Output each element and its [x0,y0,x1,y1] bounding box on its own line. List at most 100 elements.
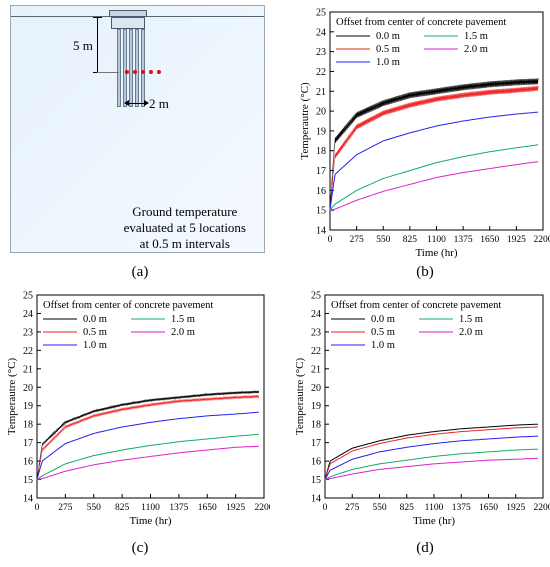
y-tick-label: 15 [316,206,326,217]
x-tick-label: 0 [35,503,40,513]
depth-dimension-tick [93,17,102,18]
x-tick-label: 825 [403,235,418,245]
depth-label: 5 m [73,38,93,53]
y-tick-label: 14 [23,494,33,505]
x-tick-label: 1925 [506,503,525,513]
legend-entry: 1.5 m [171,314,195,325]
y-tick-label: 20 [316,107,326,118]
legend-title: Offset from center of concrete pavement [43,300,213,311]
x-tick-label: 550 [376,235,391,245]
x-tick-label: 275 [345,503,360,513]
y-tick-label: 14 [311,494,321,505]
y-tick-label: 19 [311,401,321,412]
caption-b: (b) [416,264,434,280]
caption-a: (a) [131,264,149,280]
y-tick-label: 21 [316,87,326,98]
series-line [324,423,539,480]
evaluation-point [141,70,145,74]
series-line [36,389,260,480]
y-tick-label: 25 [23,291,33,302]
x-tick-label: 275 [350,235,365,245]
x-tick-label: 1100 [427,235,446,245]
pile [141,29,145,107]
width-dimension-line [125,103,147,104]
y-tick-label: 16 [316,186,326,197]
plot-frame [324,294,544,499]
y-tick-label: 24 [23,309,33,320]
temperature-chart-c: 14 15 16 17 18 19 20 21 22 23 24 25 0 275 550 825 1100 13… [6,291,274,528]
legend-entry: 0.5 m [83,327,107,338]
x-tick-label: 1100 [141,503,160,513]
note-line: Ground temperature [132,204,238,219]
x-axis-label: Time (hr) [413,515,455,527]
temperature-chart-b: 14 15 16 17 18 19 20 21 22 23 24 25 0 275 550 825 1100 13… [299,8,550,260]
y-tick-label: 21 [23,364,33,375]
x-tick-label: 1650 [480,235,499,245]
y-tick-label: 23 [316,47,326,58]
legend-entry: 1.0 m [83,340,107,351]
legend-entry: 0.5 m [371,327,395,338]
y-tick-label: 16 [311,457,321,468]
legend-title: Offset from center of concrete pavement [336,17,506,28]
series-line [324,435,539,480]
y-tick-label: 18 [23,420,33,431]
y-tick-label: 18 [316,146,326,157]
legend-entry: 0.0 m [83,314,107,325]
y-tick-label: 23 [311,327,321,338]
temperature-chart-d: 14 15 16 17 18 19 20 21 22 23 24 25 0 275 550 825 1100 13… [294,291,550,528]
y-tick-label: 25 [311,291,321,302]
y-tick-label: 22 [23,346,33,357]
y-tick-label: 17 [316,166,326,177]
evaluation-point [157,70,161,74]
pile [117,29,121,107]
x-tick-label: 2200 [534,503,550,513]
y-tick-label: 22 [316,67,326,78]
y-tick-label: 16 [23,457,33,468]
pile-cap-base [111,17,145,29]
y-tick-label: 14 [316,226,326,237]
legend-entry: 1.5 m [464,31,488,42]
depth-dimension-line [97,17,98,73]
y-tick-label: 18 [311,420,321,431]
y-tick-label: 17 [311,438,321,449]
y-axis-label: Temperautre (°C) [299,82,311,160]
x-tick-label: 1925 [226,503,245,513]
x-tick-label: 0 [323,503,328,513]
y-axis-label: Temperautre (°C) [6,358,18,436]
legend-entry: 0.0 m [371,314,395,325]
plot-frame [36,294,265,499]
chart-panel-c: 14 15 16 17 18 19 20 21 22 23 24 25 0 275 550 825 1100 13… [0,283,274,533]
x-tick-label: 550 [372,503,387,513]
legend-entry: 0.5 m [376,44,400,55]
series-line [36,433,259,480]
series-line [329,78,539,211]
x-tick-label: 275 [58,503,73,513]
series-line [324,448,539,480]
x-axis-label: Time (hr) [129,515,171,527]
legend-entry: 1.0 m [376,57,400,68]
x-tick-label: 1650 [479,503,498,513]
x-tick-label: 1375 [169,503,188,513]
y-tick-label: 24 [316,27,326,38]
legend-entry: 0.0 m [376,31,400,42]
y-tick-label: 15 [23,475,33,486]
legend-entry: 2.0 m [464,44,488,55]
note-line: at 0.5 m intervals [139,236,230,251]
y-tick-label: 22 [311,346,321,357]
x-tick-label: 825 [400,503,415,513]
evaluation-point [133,70,137,74]
evaluation-note: Ground temperature evaluated at 5 locati… [124,204,246,252]
x-tick-label: 0 [328,235,333,245]
series-line [329,111,539,211]
depth-reference-line [97,72,119,73]
y-tick-label: 25 [316,8,326,19]
y-tick-label: 17 [23,438,33,449]
pile [123,29,127,107]
legend-entry: 2.0 m [171,327,195,338]
series-line [329,144,539,211]
legend-title: Offset from center of concrete pavement [331,300,501,311]
pile-schematic: 5 m 2 m Ground temperature evaluated at … [10,5,265,253]
x-tick-label: 550 [87,503,102,513]
evaluation-point [125,70,129,74]
note-line: evaluated at 5 locations [123,220,246,235]
